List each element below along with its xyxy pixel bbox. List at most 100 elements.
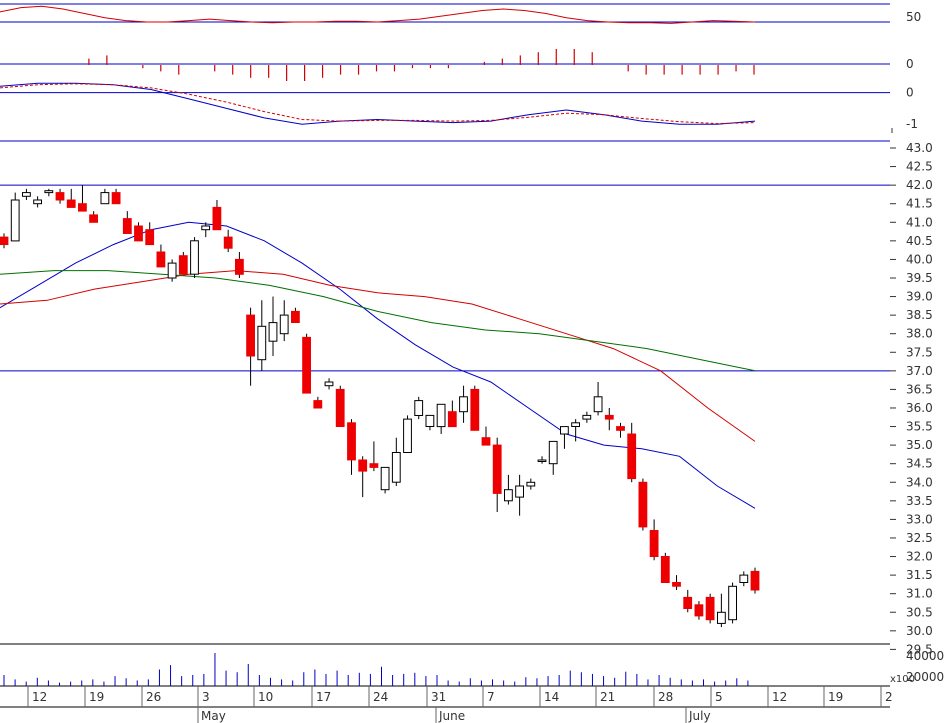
candle-body — [414, 400, 424, 417]
candle-body — [548, 440, 558, 465]
candle-body — [459, 396, 468, 413]
x-tick-label: 12 — [32, 690, 47, 704]
volume-tick-label-20000: 20000 — [906, 670, 944, 684]
candle-body — [235, 258, 244, 275]
x-tick-label: 12 — [772, 690, 787, 704]
candle-body — [257, 325, 267, 361]
price-tick-label: 30.5 — [906, 605, 933, 619]
candle-body — [167, 262, 177, 279]
candle-body — [201, 225, 211, 231]
candle-body — [369, 463, 379, 468]
x-tick-label: 24 — [373, 690, 388, 704]
x-tick-label: 10 — [258, 690, 273, 704]
x-tick-label: 3 — [202, 690, 210, 704]
candle-body — [347, 422, 356, 461]
candle-body — [358, 459, 368, 472]
candle-body — [212, 206, 222, 231]
price-tick-label: 38.5 — [906, 308, 933, 322]
candle-body — [291, 310, 300, 323]
macd-macd-line — [0, 82, 756, 125]
price-tick-label: 40.0 — [906, 252, 933, 266]
candle-body — [403, 418, 412, 454]
x-axis: 12 19 26 3 10 17 24 31 7 14 21 28 5 12 19 2 May June July — [0, 686, 893, 723]
candle-body — [526, 481, 536, 487]
price-tick-label: 36.5 — [906, 382, 933, 396]
macd-signal-line — [0, 83, 756, 125]
candle-body — [492, 444, 502, 494]
osc-series-line-0 — [0, 5, 756, 24]
candle-body — [582, 414, 592, 420]
candle-body — [44, 190, 54, 194]
month-label: June — [438, 709, 465, 723]
candle-body — [627, 433, 637, 480]
candle-body — [122, 218, 132, 235]
volume-unit-label: x100 — [890, 674, 915, 685]
oscillator-panel: 50 0 — [0, 3, 921, 71]
candle-body — [425, 414, 435, 427]
price-tick-label: 35.5 — [906, 420, 933, 434]
price-tick-label: 42.0 — [906, 178, 933, 192]
candle-body — [604, 414, 614, 420]
candle-body — [571, 422, 581, 427]
candle-body — [324, 381, 334, 387]
candle-body — [728, 585, 738, 621]
x-tick-label: 19 — [828, 690, 843, 704]
macd-tick-label-0: 0 — [906, 86, 914, 100]
price-tick-label: 33.0 — [906, 512, 933, 526]
osc-tick-label-0: 0 — [906, 57, 914, 71]
candle-body — [616, 426, 625, 431]
price-tick-label: 31.0 — [906, 587, 933, 601]
candle-body — [391, 452, 401, 483]
volume-tick-label-40000: 40000 — [906, 649, 944, 663]
x-tick-label: 5 — [715, 690, 723, 704]
price-tick-label: 42.5 — [906, 160, 933, 174]
price-tick-label: 43.0 — [906, 141, 933, 155]
candle-body — [279, 314, 289, 335]
macd-tick-label-neg1: -1 — [906, 117, 918, 131]
price-tick-label: 41.0 — [906, 215, 933, 229]
candle-body — [268, 322, 278, 342]
month-label: May — [201, 709, 226, 723]
month-label: July — [688, 709, 711, 723]
candle-body — [504, 489, 513, 502]
candle-body — [750, 570, 760, 591]
price-panel: 43.0 42.5 42.0 41.5 41.0 40.5 40.0 39.5 39.0 38.5… — [0, 141, 933, 656]
x-tick-label: 17 — [316, 690, 331, 704]
candle-body — [223, 236, 233, 249]
candle-body — [515, 485, 525, 498]
candle-body — [335, 388, 345, 427]
candle-body — [145, 229, 155, 246]
osc-tick-label-50: 50 — [906, 10, 921, 24]
macd-panel: 0 -1 — [0, 82, 918, 142]
candle-body — [694, 604, 704, 617]
candle-body — [447, 411, 457, 428]
price-tick-label: 37.5 — [906, 345, 933, 359]
candle-body — [178, 255, 188, 275]
candle-body — [190, 240, 199, 275]
moving-average-line-2 — [0, 270, 756, 372]
price-tick-label: 33.5 — [906, 494, 933, 508]
price-tick-label: 39.0 — [906, 290, 933, 304]
price-tick-label: 37.0 — [906, 364, 933, 378]
price-tick-label: 31.5 — [906, 568, 933, 582]
price-tick-label: 38.0 — [906, 327, 933, 341]
moving-average-line-1 — [0, 270, 756, 442]
candle-body — [246, 314, 255, 357]
x-tick-label: 19 — [89, 690, 104, 704]
price-tick-label: 36.0 — [906, 401, 933, 415]
candle-body — [134, 225, 143, 242]
candle-body — [537, 459, 547, 462]
x-tick-label: 2 — [885, 690, 893, 704]
candle-body — [672, 582, 681, 587]
candle-body — [10, 199, 20, 242]
x-tick-label: 7 — [487, 690, 495, 704]
x-tick-label: 21 — [600, 690, 615, 704]
candle-body — [100, 192, 110, 205]
histogram-panel — [88, 49, 755, 81]
candle-body — [313, 400, 323, 409]
candle-body — [156, 251, 166, 268]
candle-body — [470, 388, 480, 431]
candle-body — [22, 192, 31, 197]
